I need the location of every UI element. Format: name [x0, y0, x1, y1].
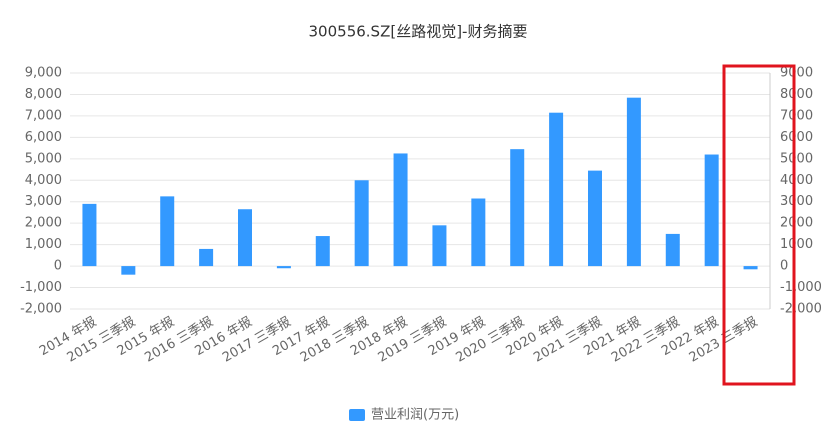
bar — [549, 112, 564, 267]
y-tick-label: 8,000 — [25, 87, 62, 102]
y-tick-label: 6,000 — [25, 130, 62, 145]
y-tick-label: 1,000 — [25, 237, 62, 252]
bar — [82, 203, 97, 267]
y-tick-label: 5,000 — [25, 151, 62, 166]
bar — [276, 266, 291, 269]
bar — [665, 233, 680, 267]
highlight-box — [722, 64, 796, 386]
chart-title: 300556.SZ[丝路视觉]-财务摘要 — [309, 23, 528, 41]
bar — [160, 196, 175, 267]
y-tick-label: -1,000 — [20, 280, 62, 295]
bar — [315, 236, 330, 267]
bar — [354, 180, 369, 267]
y2-tick-label: 7000 — [780, 108, 813, 123]
y-tick-label: 9,000 — [25, 66, 62, 81]
bar — [626, 97, 641, 267]
y2-tick-label: -1,000 — [780, 280, 822, 295]
y2-tick-label: 8000 — [780, 87, 813, 102]
bar — [393, 153, 408, 267]
y-tick-label: 2,000 — [25, 216, 62, 231]
y2-tick-label: 4000 — [780, 173, 813, 188]
bar — [199, 248, 214, 267]
y2-tick-label: 5000 — [780, 151, 813, 166]
y2-tick-label: -2,000 — [780, 302, 822, 317]
bar — [471, 198, 486, 267]
y-tick-label: 7,000 — [25, 108, 62, 123]
bar — [743, 266, 758, 270]
legend-label[interactable]: 营业利润(万元) — [371, 408, 459, 423]
y2-tick-label: 2000 — [780, 216, 813, 231]
bar — [121, 266, 136, 275]
bar — [588, 170, 602, 267]
y2-tick-label: 0 — [780, 259, 788, 274]
y-tick-label: 4,000 — [25, 173, 62, 188]
bar — [510, 149, 525, 267]
y2-tick-label: 6000 — [780, 130, 813, 145]
y2-tick-label: 9000 — [780, 66, 813, 81]
y-tick-label: 3,000 — [25, 194, 62, 209]
legend-swatch[interactable] — [349, 409, 365, 421]
y2-tick-label: 3000 — [780, 194, 813, 209]
bar — [432, 225, 447, 267]
y-tick-label: -2,000 — [20, 302, 62, 317]
bar — [238, 209, 252, 267]
y2-tick-label: 1000 — [780, 237, 813, 252]
bar — [704, 154, 719, 267]
y-tick-label: 0 — [54, 259, 62, 274]
